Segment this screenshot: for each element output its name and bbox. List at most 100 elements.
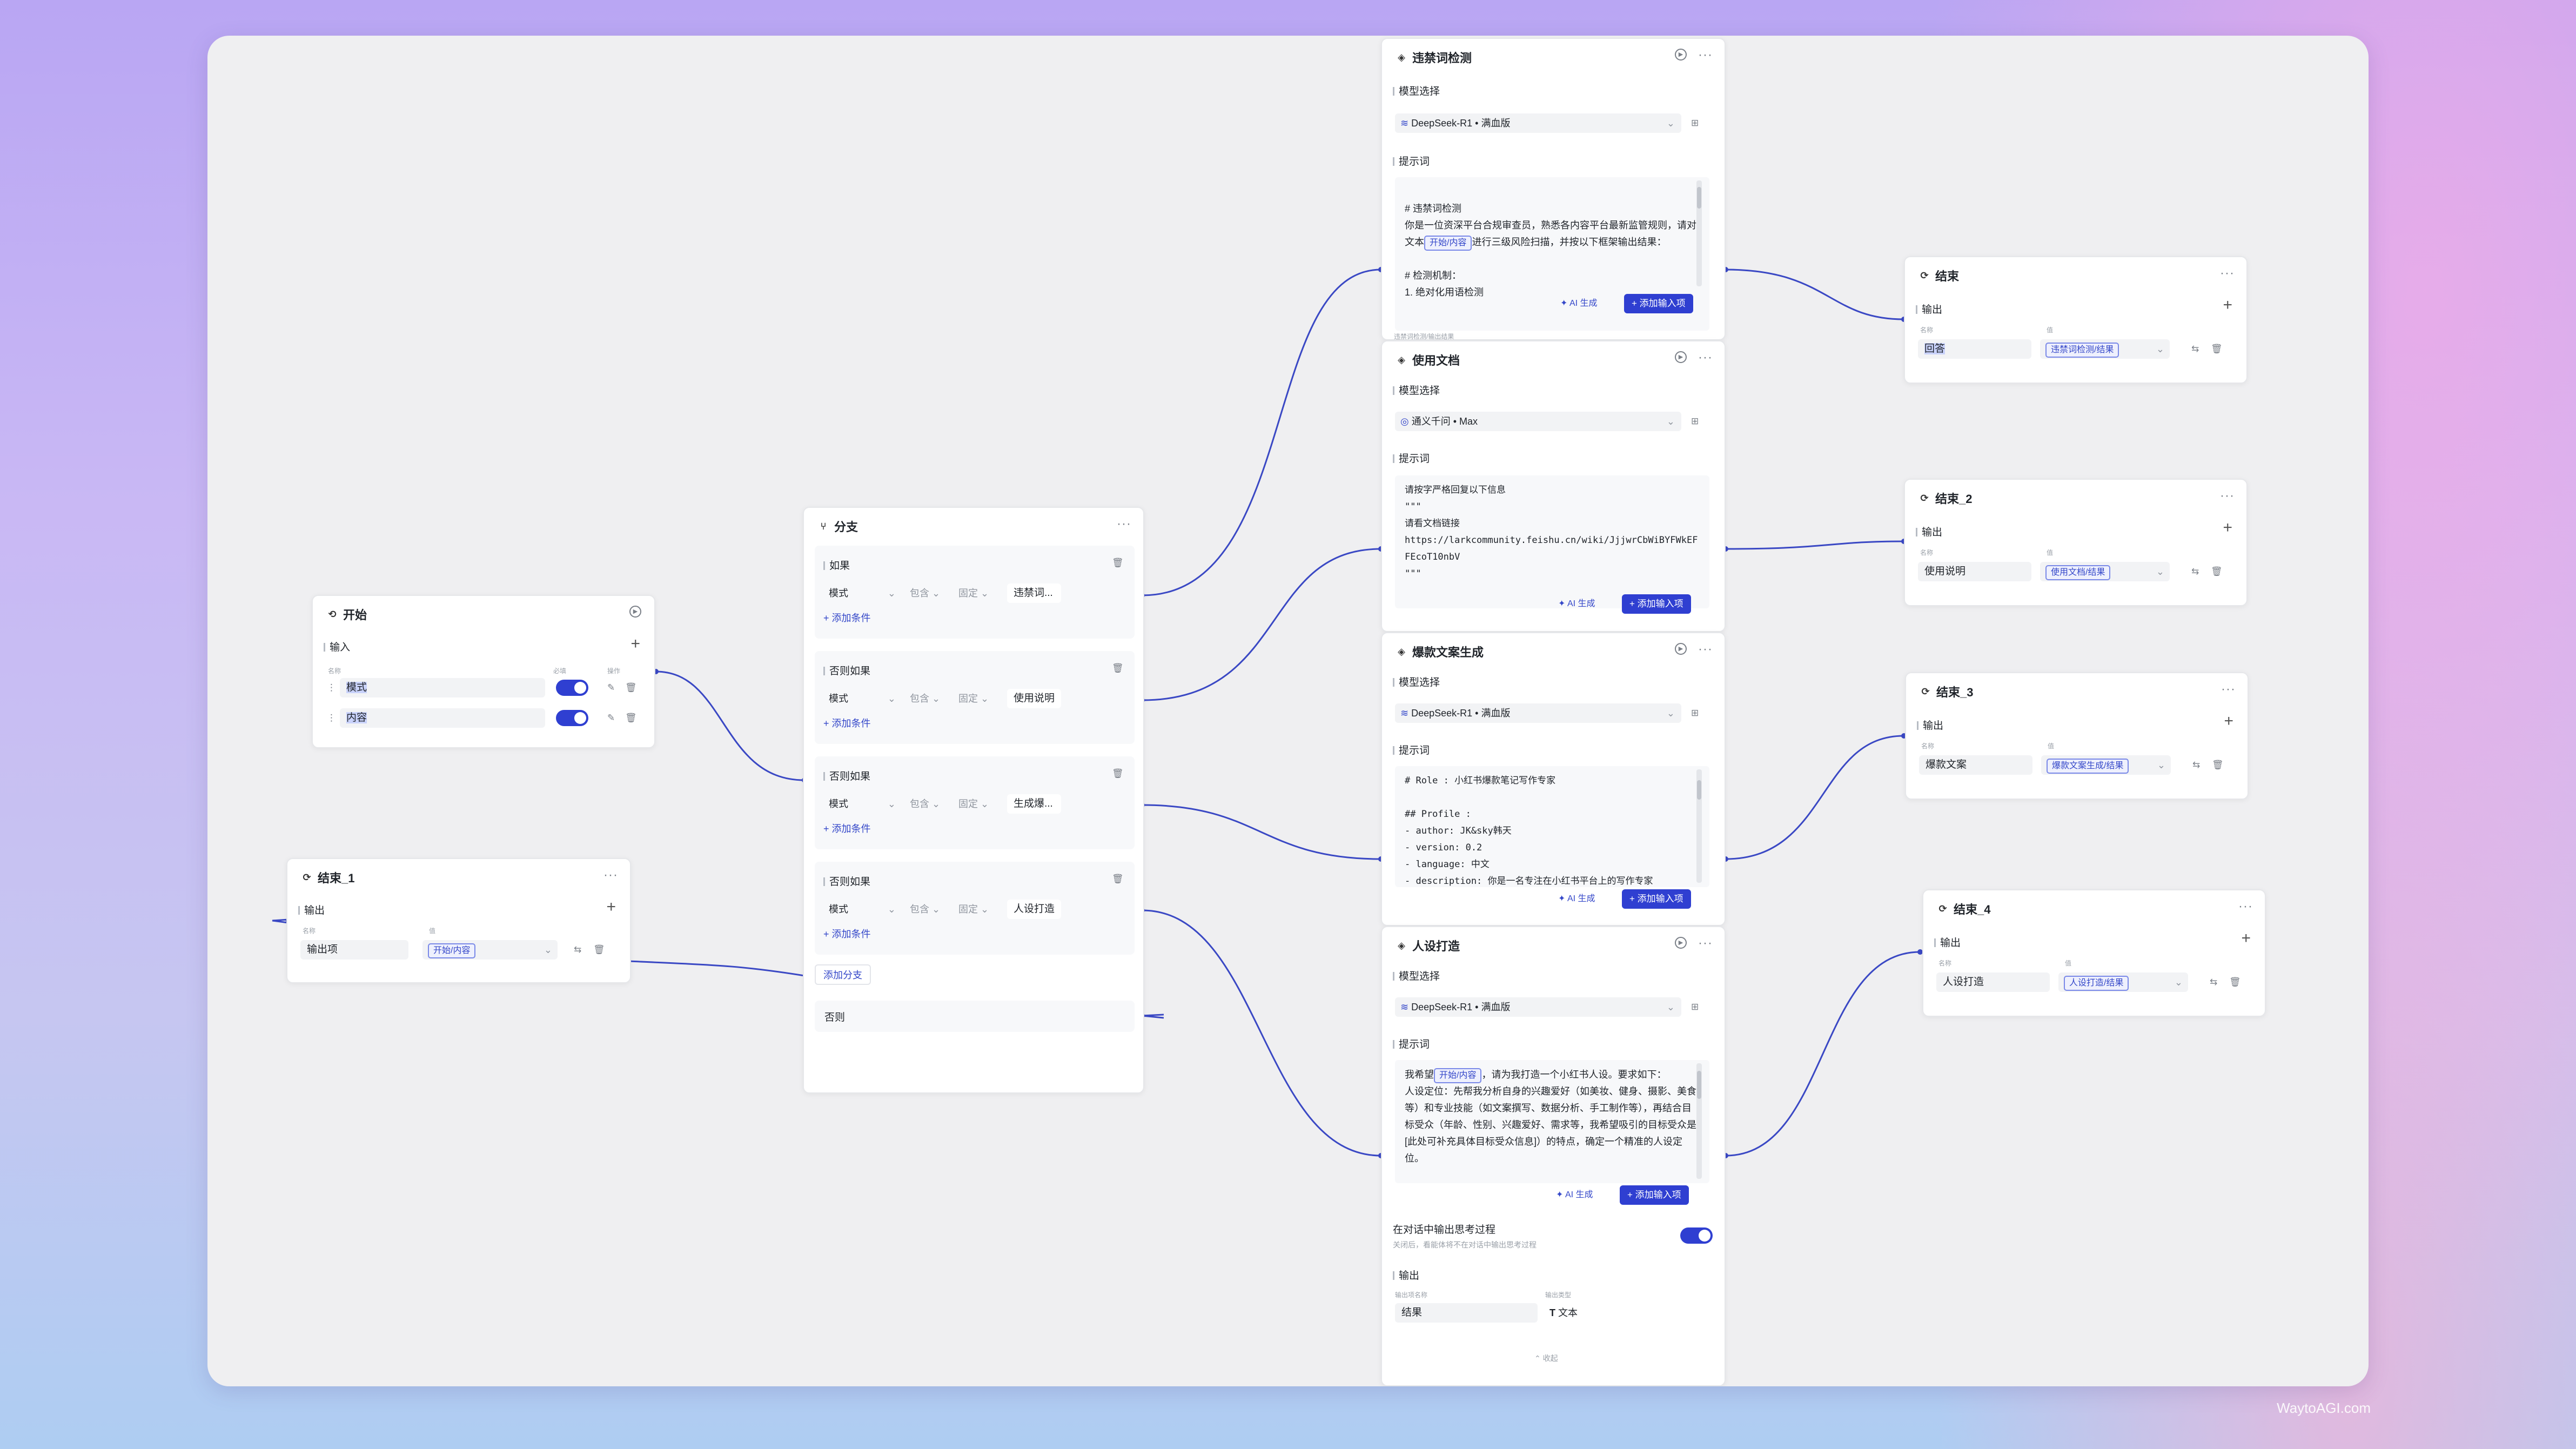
output-value-select[interactable]: 人设打造/结果 ⌄ bbox=[2058, 972, 2188, 992]
output-value-select[interactable]: 爆款文案生成/结果 ⌄ bbox=[2041, 755, 2171, 775]
condition-field-select[interactable]: 模式 ⌄ bbox=[829, 693, 896, 704]
condition-card[interactable] bbox=[815, 546, 1135, 639]
prompt-editor[interactable]: # Role : 小红书爆款笔记写作专家 ## Profile : - auth… bbox=[1395, 766, 1709, 887]
run-icon[interactable]: ▶ bbox=[1675, 937, 1687, 949]
end-2-node[interactable]: ⟳ 结束_2 ··· 输出 + 名称 值 使用说明 使用文档/结果 ⌄ ⇆ 🗑 bbox=[1904, 479, 2248, 606]
more-icon[interactable]: ··· bbox=[1117, 516, 1131, 531]
ai-generate-button[interactable]: ✦ AI 生成 bbox=[1558, 894, 1595, 903]
model-settings-icon[interactable]: ⊞ bbox=[1691, 118, 1699, 128]
condition-field-select[interactable]: 模式 ⌄ bbox=[829, 588, 896, 599]
condition-mode-select[interactable]: 固定 ⌄ bbox=[958, 693, 989, 704]
delete-icon[interactable]: 🗑 bbox=[625, 713, 637, 723]
llm-node-viral-copy[interactable]: ◈ 爆款文案生成 ▶ ··· 模型选择 ≋ DeepSeek-R1 • 满血版 ⌄ … bbox=[1381, 632, 1726, 926]
output-name-field[interactable]: 人设打造 bbox=[1936, 972, 2050, 992]
add-output-icon[interactable]: + bbox=[606, 898, 616, 916]
delete-icon[interactable]: 🗑 bbox=[1112, 874, 1124, 884]
condition-value-field[interactable]: 人设打造 bbox=[1007, 900, 1061, 919]
output-name-field[interactable]: 输出项 bbox=[300, 940, 408, 960]
edit-icon[interactable]: ✎ bbox=[607, 682, 615, 693]
more-icon[interactable]: ··· bbox=[603, 868, 618, 882]
llm-node-violation-check[interactable]: ◈ 违禁词检测 ▶ ··· 模型选择 ≋ DeepSeek-R1 • 满血版 ⌄ ⊞… bbox=[1381, 38, 1726, 340]
output-value-select[interactable]: 违禁词检测/结果 ⌄ bbox=[2040, 339, 2170, 359]
ai-generate-button[interactable]: ✦ AI 生成 bbox=[1558, 599, 1595, 608]
settings-icon[interactable]: ⇆ bbox=[2191, 566, 2199, 576]
more-icon[interactable]: ··· bbox=[2220, 266, 2235, 280]
run-icon[interactable]: ▶ bbox=[1675, 49, 1687, 61]
settings-icon[interactable]: ⇆ bbox=[2210, 977, 2218, 987]
branch-node[interactable]: ⑂ 分支 ··· 如果 🗑 模式 ⌄ 包含 ⌄ 固定 ⌄ 违禁词... + 添加条件… bbox=[803, 507, 1144, 1094]
prompt-scrollbar[interactable] bbox=[1696, 769, 1702, 883]
ai-generate-button[interactable]: ✦ AI 生成 bbox=[1556, 1190, 1593, 1199]
model-select[interactable]: ≋ DeepSeek-R1 • 满血版 ⌄ bbox=[1395, 703, 1681, 723]
add-condition-link[interactable]: + 添加条件 bbox=[823, 613, 871, 623]
add-condition-link[interactable]: + 添加条件 bbox=[823, 823, 871, 834]
prompt-scrollbar[interactable] bbox=[1696, 180, 1702, 286]
output-name-field[interactable]: 回答 bbox=[1918, 339, 2031, 359]
condition-field-select[interactable]: 模式 ⌄ bbox=[829, 799, 896, 809]
output-name-field[interactable]: 爆款文案 bbox=[1919, 755, 2032, 775]
more-icon[interactable]: ··· bbox=[1698, 350, 1713, 365]
more-icon[interactable]: ··· bbox=[2220, 488, 2235, 503]
add-input-button[interactable]: + 添加输入项 bbox=[1620, 1185, 1689, 1205]
more-icon[interactable]: ··· bbox=[1698, 936, 1713, 950]
more-icon[interactable]: ··· bbox=[1698, 48, 1713, 62]
start-node[interactable]: ⟲ 开始 ▶ 输入 + 名称 必填 操作 ⋮⋮ 模式 ✎ 🗑 ⋮⋮ 内容 ✎ 🗑 bbox=[312, 595, 655, 748]
delete-icon[interactable]: 🗑 bbox=[1112, 663, 1124, 673]
run-icon[interactable]: ▶ bbox=[629, 606, 641, 618]
collapse-button[interactable]: ⌃ 收起 bbox=[1534, 1354, 1558, 1363]
end-4-node[interactable]: ⟳ 结束_4 ··· 输出 + 名称 值 人设打造 人设打造/结果 ⌄ ⇆ 🗑 bbox=[1922, 889, 2266, 1017]
add-condition-link[interactable]: + 添加条件 bbox=[823, 929, 871, 940]
condition-mode-select[interactable]: 固定 ⌄ bbox=[958, 799, 989, 809]
condition-value-field[interactable]: 违禁词... bbox=[1007, 583, 1061, 603]
prompt-scrollbar[interactable] bbox=[1696, 1063, 1702, 1179]
model-settings-icon[interactable]: ⊞ bbox=[1691, 1002, 1699, 1012]
add-condition-link[interactable]: + 添加条件 bbox=[823, 718, 871, 729]
prompt-editor[interactable]: 我希望 开始/内容 ，请为我打造一个小红书人设。要求如下： 人设定位：先帮我分析自身… bbox=[1395, 1060, 1709, 1183]
model-settings-icon[interactable]: ⊞ bbox=[1691, 416, 1699, 426]
condition-value-field[interactable]: 使用说明 bbox=[1007, 689, 1061, 708]
output-value-select[interactable]: 开始/内容 ⌄ bbox=[422, 940, 558, 960]
llm-node-persona[interactable]: ◈ 人设打造 ▶ ··· 模型选择 ≋ DeepSeek-R1 • 满血版 ⌄ ⊞ … bbox=[1381, 926, 1726, 1386]
settings-icon[interactable]: ⇆ bbox=[2192, 760, 2201, 770]
add-input-button[interactable]: + 添加输入项 bbox=[1622, 889, 1691, 909]
llm-node-usage-doc[interactable]: ◈ 使用文档 ▶ ··· 模型选择 ◎ 通义千问 • Max ⌄ ⊞ 提示词 请按字… bbox=[1381, 340, 1726, 632]
model-settings-icon[interactable]: ⊞ bbox=[1691, 708, 1699, 718]
add-output-icon[interactable]: + bbox=[2224, 712, 2233, 730]
add-input-button[interactable]: + 添加输入项 bbox=[1622, 594, 1691, 614]
run-icon[interactable]: ▶ bbox=[1675, 643, 1687, 655]
add-output-icon[interactable]: + bbox=[2223, 296, 2232, 314]
delete-icon[interactable]: 🗑 bbox=[1112, 768, 1124, 779]
more-icon[interactable]: ··· bbox=[2221, 682, 2236, 696]
output-name-field[interactable]: 使用说明 bbox=[1918, 562, 2031, 581]
workflow-canvas[interactable]: ⟲ 开始 ▶ 输入 + 名称 必填 操作 ⋮⋮ 模式 ✎ 🗑 ⋮⋮ 内容 ✎ 🗑 … bbox=[207, 36, 2369, 1386]
condition-value-field[interactable]: 生成爆... bbox=[1007, 794, 1061, 814]
end-node[interactable]: ⟳ 结束 ··· 输出 + 名称 值 回答 违禁词检测/结果 ⌄ ⇆ 🗑 bbox=[1904, 256, 2248, 384]
edit-icon[interactable]: ✎ bbox=[607, 713, 615, 723]
delete-icon[interactable]: 🗑 bbox=[2212, 760, 2224, 770]
output-type-select[interactable]: T 文本 bbox=[1549, 1307, 1578, 1318]
condition-op-select[interactable]: 包含 ⌄ bbox=[910, 904, 941, 915]
end-1-node[interactable]: ⟳ 结束_1 ··· 输出 + 名称 值 输出项 开始/内容 ⌄ ⇆ 🗑 bbox=[286, 858, 631, 983]
prompt-editor[interactable]: 请按字严格回复以下信息 """ 请看文档链接 https://larkcommu… bbox=[1395, 475, 1709, 608]
settings-icon[interactable]: ⇆ bbox=[574, 944, 582, 955]
think-toggle[interactable] bbox=[1680, 1227, 1713, 1244]
add-input-button[interactable]: + 添加输入项 bbox=[1624, 294, 1693, 313]
required-toggle[interactable] bbox=[556, 680, 588, 696]
run-icon[interactable]: ▶ bbox=[1675, 351, 1687, 363]
condition-op-select[interactable]: 包含 ⌄ bbox=[910, 588, 941, 599]
param-name-field[interactable]: 模式 bbox=[340, 678, 545, 697]
end-3-node[interactable]: ⟳ 结束_3 ··· 输出 + 名称 值 爆款文案 爆款文案生成/结果 ⌄ ⇆ 🗑 bbox=[1905, 672, 2249, 800]
more-icon[interactable]: ··· bbox=[2238, 899, 2253, 914]
settings-icon[interactable]: ⇆ bbox=[2191, 344, 2199, 354]
add-input-icon[interactable]: + bbox=[630, 635, 640, 653]
param-name-field[interactable]: 内容 bbox=[340, 708, 545, 728]
condition-op-select[interactable]: 包含 ⌄ bbox=[910, 799, 941, 809]
delete-icon[interactable]: 🗑 bbox=[2211, 566, 2223, 576]
more-icon[interactable]: ··· bbox=[1698, 642, 1713, 656]
add-output-icon[interactable]: + bbox=[2223, 519, 2232, 536]
model-select[interactable]: ◎ 通义千问 • Max ⌄ bbox=[1395, 412, 1681, 431]
ai-generate-button[interactable]: ✦ AI 生成 bbox=[1560, 299, 1598, 308]
condition-mode-select[interactable]: 固定 ⌄ bbox=[958, 904, 989, 915]
delete-icon[interactable]: 🗑 bbox=[593, 944, 605, 955]
delete-icon[interactable]: 🗑 bbox=[2211, 344, 2223, 354]
